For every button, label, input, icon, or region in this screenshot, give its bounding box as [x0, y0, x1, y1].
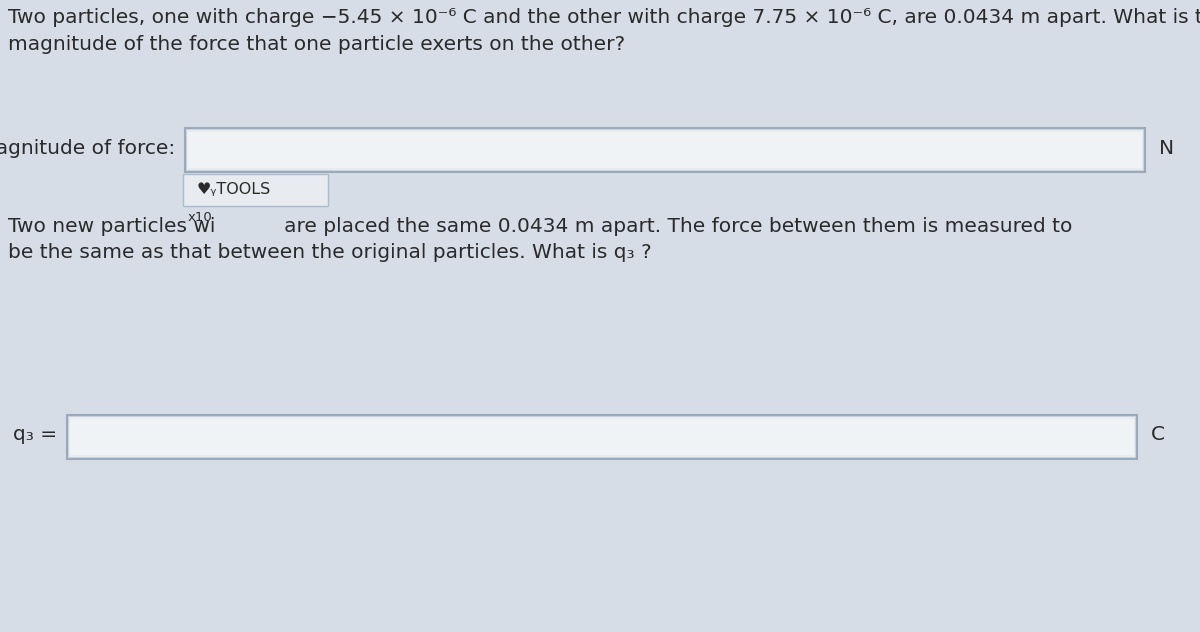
Text: Two particles, one with charge −5.45 × 10⁻⁶ C and the other with charge 7.75 × 1: Two particles, one with charge −5.45 × 1… — [8, 8, 1200, 27]
Text: ♥ᵧTOOLS: ♥ᵧTOOLS — [197, 183, 271, 197]
Text: magnitude of force:: magnitude of force: — [0, 138, 175, 157]
Bar — [70, 417, 1135, 457]
Text: x10: x10 — [188, 211, 212, 224]
Bar — [185, 128, 1145, 172]
Text: N: N — [1159, 138, 1174, 157]
Bar — [70, 419, 1134, 455]
Bar — [67, 415, 1138, 459]
Text: C: C — [1151, 425, 1165, 444]
Text: q₃ =: q₃ = — [13, 425, 58, 444]
Text: are placed the same 0.0434 m apart. The force between them is measured to: are placed the same 0.0434 m apart. The … — [265, 217, 1073, 236]
Bar — [182, 174, 328, 206]
Bar — [187, 130, 1142, 170]
Bar — [188, 132, 1142, 168]
Text: magnitude of the force that one particle exerts on the other?: magnitude of the force that one particle… — [8, 35, 625, 54]
Text: be the same as that between the original particles. What is q₃ ?: be the same as that between the original… — [8, 243, 652, 262]
Text: Two new particles wi: Two new particles wi — [8, 217, 215, 236]
